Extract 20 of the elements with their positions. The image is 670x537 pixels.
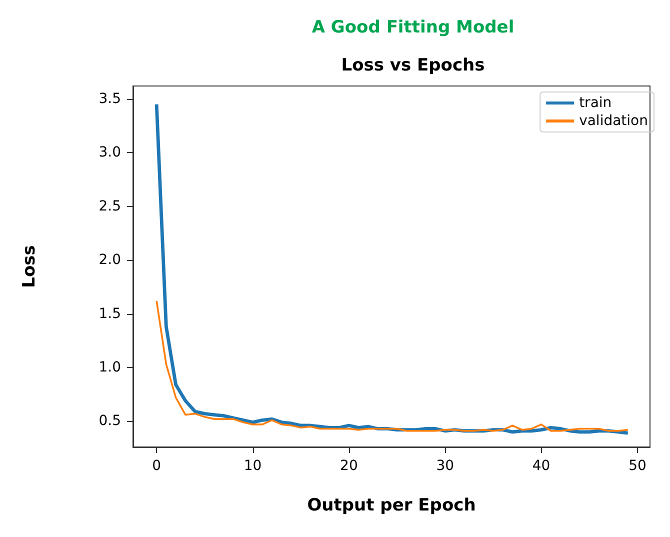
x-axis-title: Output per Epoch <box>307 496 476 516</box>
x-tick-label: 40 <box>532 458 550 474</box>
x-tick-label: 20 <box>340 458 358 474</box>
x-tick-label: 50 <box>628 458 646 474</box>
y-tick-label: 2.0 <box>98 252 121 268</box>
x-tick-label: 0 <box>152 458 162 474</box>
y-tick-label: 3.0 <box>98 144 121 161</box>
chart-title: A Good Fitting Model <box>312 18 514 38</box>
y-tick-label: 1.0 <box>98 359 121 376</box>
y-tick-label: 2.5 <box>98 198 121 214</box>
y-tick-label: 3.5 <box>98 90 121 107</box>
legend-label: train <box>579 95 612 111</box>
y-tick-label: 0.5 <box>98 413 121 430</box>
y-axis-title: Loss <box>20 245 40 288</box>
x-tick-label: 30 <box>436 458 454 474</box>
x-tick-label: 10 <box>244 458 262 474</box>
legend-label: validation <box>579 113 648 129</box>
chart-subtitle: Loss vs Epochs <box>341 56 485 76</box>
y-tick-label: 1.5 <box>98 306 121 322</box>
line-series <box>156 300 629 432</box>
